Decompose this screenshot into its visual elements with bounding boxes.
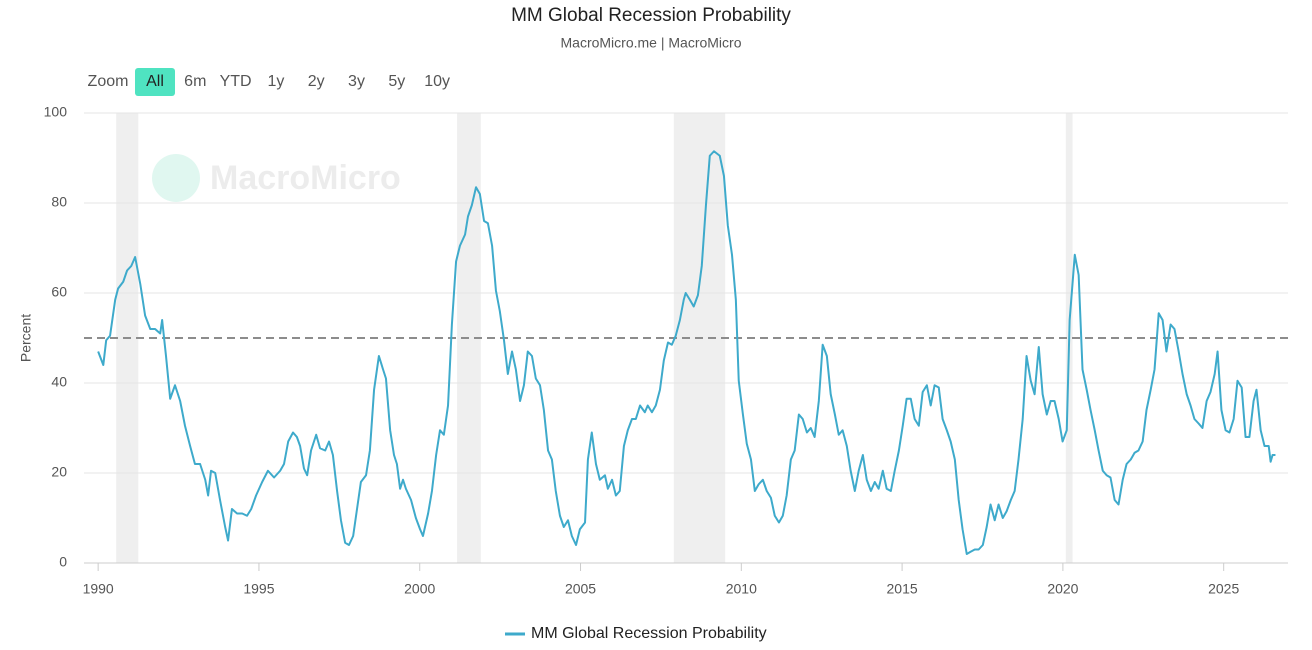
chart-subtitle: MacroMicro.me | MacroMicro — [561, 35, 742, 51]
y-tick-label: 20 — [51, 464, 67, 480]
chart-title: MM Global Recession Probability — [511, 5, 791, 26]
y-tick-label: 100 — [44, 104, 68, 120]
zoom-button[interactable]: YTD — [220, 73, 252, 90]
x-tick-label: 2020 — [1047, 581, 1078, 597]
watermark: MacroMicro — [210, 159, 401, 197]
zoom-label: Zoom — [88, 73, 129, 90]
zoom-button[interactable]: 5y — [388, 73, 405, 90]
y-tick-label: 80 — [51, 194, 67, 210]
x-tick-label: 2010 — [726, 581, 757, 597]
x-tick-label: 2025 — [1208, 581, 1239, 597]
x-tick-label: 1990 — [83, 581, 114, 597]
watermark-logo — [152, 154, 200, 202]
y-tick-label: 60 — [51, 284, 67, 300]
zoom-button[interactable]: 6m — [184, 73, 206, 90]
zoom-button-bg — [135, 68, 175, 96]
zoom-button[interactable]: 1y — [267, 73, 284, 90]
zoom-button[interactable]: 10y — [424, 73, 450, 90]
legend-label[interactable]: MM Global Recession Probability — [531, 625, 767, 642]
y-tick-label: 40 — [51, 374, 67, 390]
zoom-button[interactable]: 2y — [308, 73, 325, 90]
y-tick-label: 0 — [59, 554, 67, 570]
series-line — [97, 150, 1276, 555]
zoom-button[interactable]: 3y — [348, 73, 365, 90]
x-tick-label: 1995 — [243, 581, 274, 597]
x-tick-label: 2005 — [565, 581, 596, 597]
zoom-button[interactable]: All — [146, 73, 164, 90]
y-axis-title: Percent — [18, 314, 34, 362]
x-tick-label: 2000 — [404, 581, 435, 597]
x-tick-label: 2015 — [887, 581, 918, 597]
